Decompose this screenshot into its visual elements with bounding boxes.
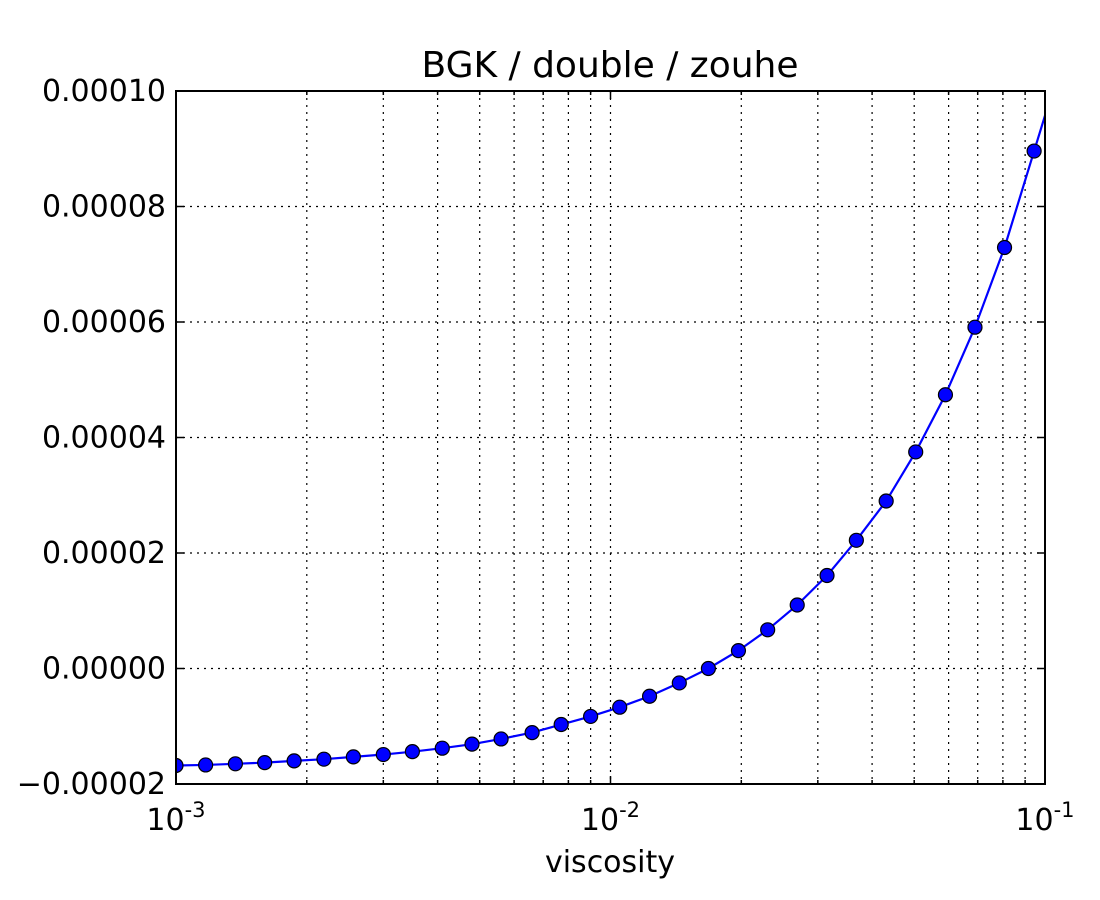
data-point [671,675,687,691]
data-point [553,716,569,733]
data-point [176,757,184,774]
data-point [967,319,983,335]
data-point [227,756,244,772]
ticks [176,90,1045,785]
y-tick-label: 0.00010 [42,74,166,109]
series-layer [176,111,1045,774]
data-point [996,239,1013,256]
data-point [198,757,214,773]
data-point [730,642,747,659]
data-point [375,746,391,763]
y-tick-label: 0.00000 [42,652,166,687]
y-tick-label: 0.00002 [42,536,166,571]
data-point [345,749,361,765]
data-point [789,597,805,613]
data-point [819,567,835,584]
data-point [760,622,776,638]
data-point [583,708,599,725]
series-group [176,111,1045,774]
x-tick-label: 10-1 [1015,798,1074,838]
data-point [316,751,332,767]
data-point [257,755,273,771]
data-point [908,444,924,460]
y-tick-label: 0.00006 [42,305,166,340]
data-point [493,731,509,747]
data-point [848,532,864,548]
data-point [612,699,628,715]
data-point [1026,143,1042,159]
x-axis-label: viscosity [545,845,675,880]
x-tick-label: 10-3 [146,798,205,838]
data-point [434,740,450,756]
chart-title: BGK / double / zouhe [422,45,799,86]
x-tick-label: 10-2 [581,798,640,838]
data-point [286,753,302,769]
data-point [404,744,420,760]
data-point [524,725,540,741]
grid [176,91,1045,784]
data-point [464,736,480,752]
tick-labels: −0.00002 0.00000 0.00002 0.00004 0.00006 0.00… [17,74,1075,838]
data-point [700,660,716,677]
data-point [641,688,658,704]
data-point [937,387,954,403]
y-tick-label: 0.00008 [42,190,166,225]
y-tick-label: 0.00004 [42,421,166,456]
data-point [878,493,894,509]
y-tick-label: −0.00002 [17,767,166,802]
